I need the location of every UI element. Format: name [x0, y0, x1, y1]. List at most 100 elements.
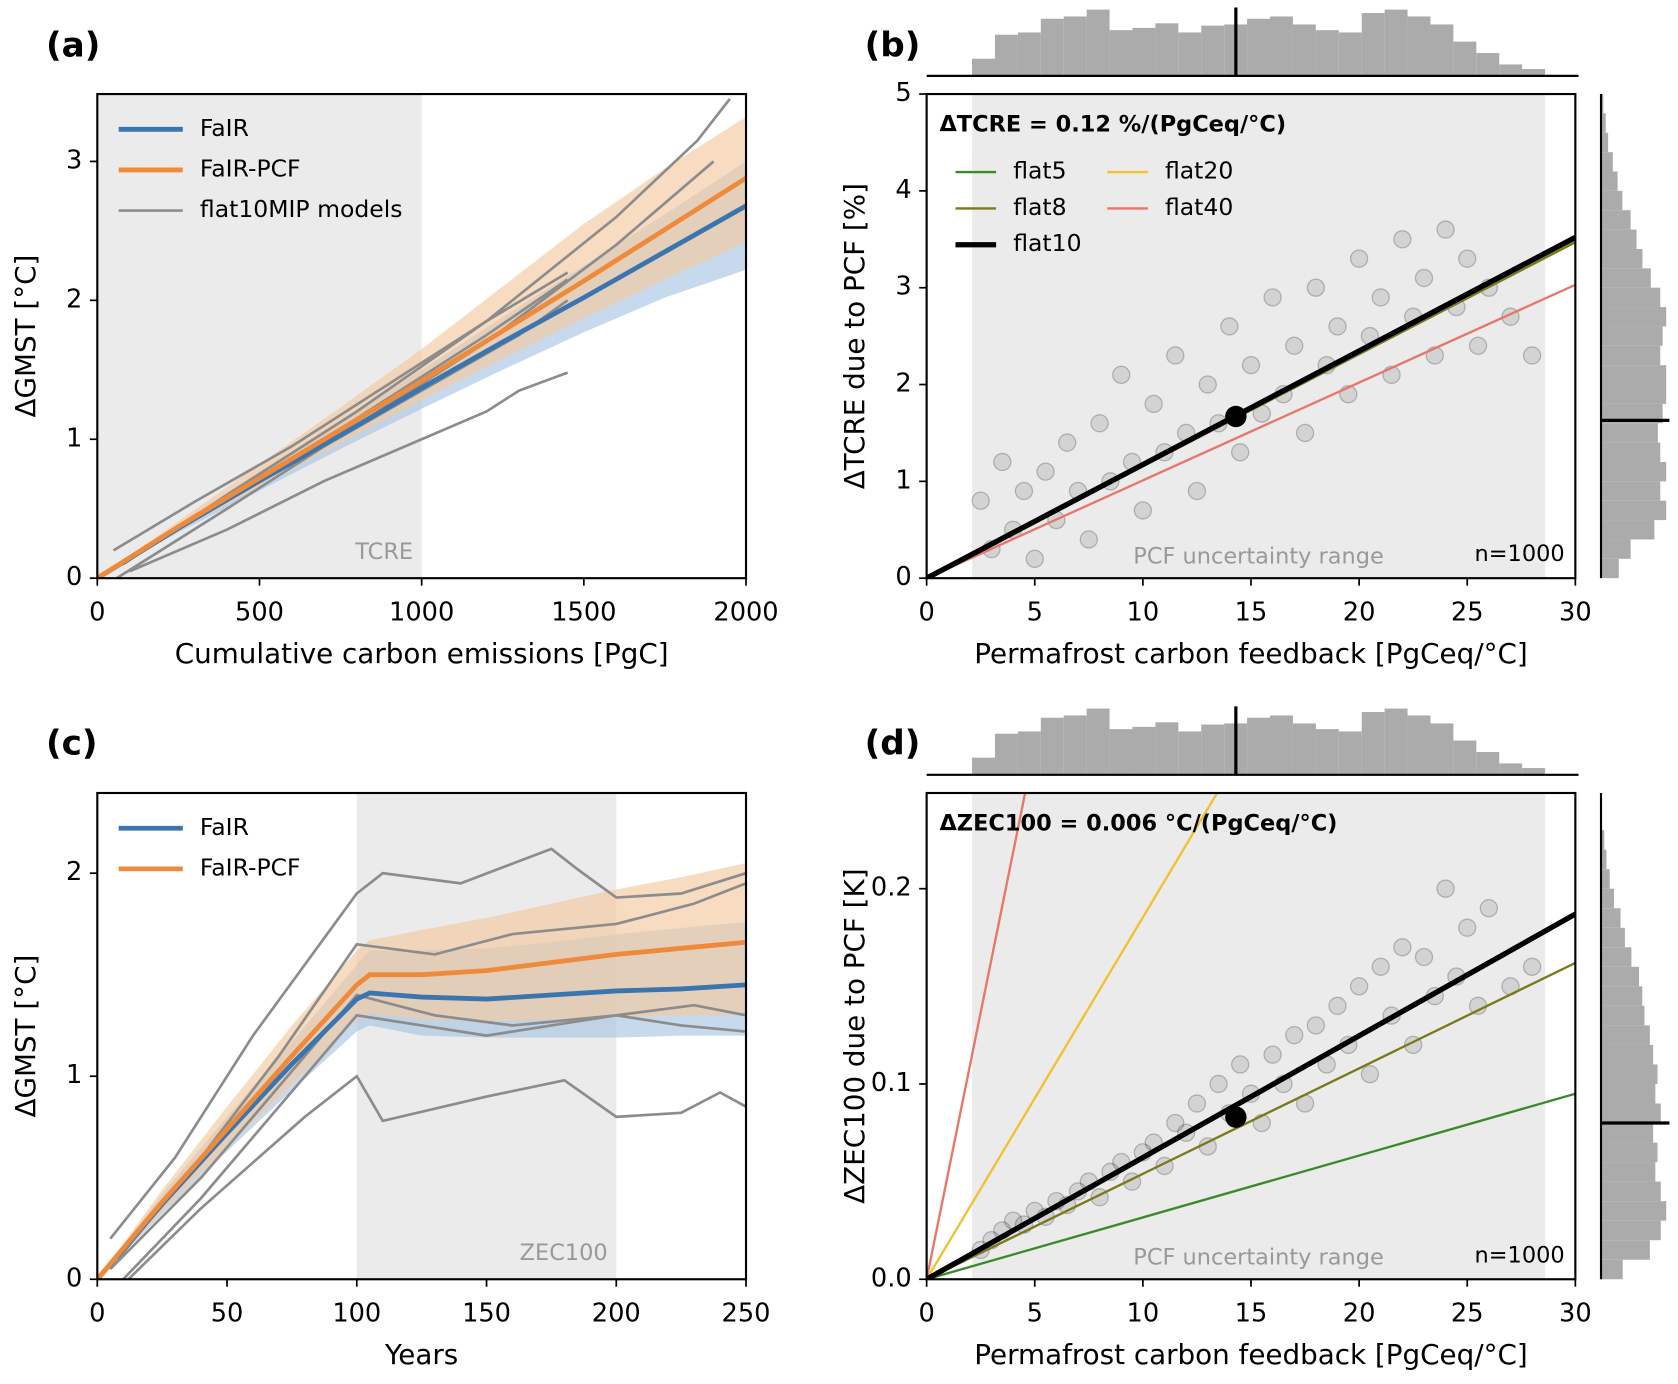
legend-label: flat10MIP models — [200, 195, 403, 223]
x-axis-label: Permafrost carbon feedback [PgCeq/°C] — [974, 637, 1527, 670]
histogram-bar — [1361, 711, 1385, 775]
sample-point — [1187, 1094, 1207, 1113]
histogram-bar — [1601, 152, 1613, 172]
legend-label: flat10 — [1013, 229, 1081, 257]
x-tick-label: 5 — [1027, 1299, 1043, 1329]
histogram-bar — [1601, 908, 1621, 928]
histogram-bar — [1270, 715, 1293, 775]
sample-point — [1468, 336, 1488, 355]
histogram-bar — [1407, 16, 1431, 76]
histogram-bar — [972, 58, 995, 76]
histogram-bar — [1601, 1064, 1658, 1084]
y-tick-label: 2 — [66, 284, 82, 314]
histogram-bar — [1522, 767, 1546, 775]
histogram-bar — [1499, 64, 1523, 76]
histogram-bar — [994, 733, 1018, 775]
histogram-bar — [1338, 731, 1362, 775]
histogram-bar — [1109, 729, 1133, 775]
regression-line — [926, 911, 1576, 1280]
sample-point — [1479, 899, 1499, 918]
x-tick-label: 200 — [592, 1299, 641, 1329]
sample-point — [1057, 433, 1077, 452]
histogram-bar — [1601, 830, 1605, 850]
y-tick-label: 1 — [895, 465, 911, 495]
annotation: ΔZEC100 = 0.006 °C/(PgCeq/°C) — [939, 810, 1337, 836]
histogram-bar — [1601, 210, 1631, 230]
legend-label: FaIR-PCF — [200, 154, 301, 182]
y-tick-label: 0.0 — [871, 1263, 912, 1293]
histogram-bar — [1132, 27, 1156, 76]
histogram-bar — [1601, 287, 1661, 308]
histogram-bar — [1601, 1103, 1661, 1124]
sample-point — [993, 452, 1012, 472]
shaded-range — [972, 94, 1546, 579]
histogram-bar — [1601, 403, 1663, 424]
sample-point — [1371, 288, 1390, 307]
histogram-bar — [1155, 722, 1179, 775]
plot-area — [926, 792, 1576, 1280]
histogram-bar — [1601, 539, 1631, 559]
histogram-bar — [1601, 365, 1667, 385]
x-tick-label: 0 — [89, 597, 105, 627]
model-line — [109, 993, 747, 1271]
y-axis-label: ΔTCRE due to PCF [%] — [838, 183, 871, 489]
shade-label: PCF uncertainty range — [1133, 543, 1384, 569]
sample-point — [1436, 220, 1455, 239]
histogram-bar — [1430, 723, 1454, 775]
sample-point — [1306, 278, 1326, 297]
x-tick-label: 30 — [1559, 597, 1592, 627]
histogram-bar — [1601, 268, 1651, 288]
histogram-bar — [1063, 715, 1087, 775]
histogram-bar — [1201, 724, 1225, 775]
y-tick-label: 0.2 — [871, 873, 912, 903]
sample-point — [1328, 317, 1347, 336]
y-tick-label: 2 — [895, 369, 911, 399]
sample-point — [1436, 879, 1455, 898]
histogram-bar — [1601, 1220, 1661, 1241]
mean-line — [97, 176, 747, 579]
histogram-bar — [1601, 520, 1655, 540]
histogram-bar — [1247, 18, 1271, 76]
histogram-bar — [1601, 326, 1663, 346]
histogram-bar — [1601, 1259, 1623, 1280]
y-axis-label: ΔZEC100 due to PCF [K] — [838, 868, 871, 1203]
histogram-bar — [1292, 24, 1316, 76]
x-tick-label: 20 — [1343, 1299, 1376, 1329]
sample-point — [971, 491, 990, 510]
sample-point — [1220, 317, 1239, 336]
sample-point — [1230, 443, 1250, 462]
uncertainty-band — [97, 116, 747, 579]
sample-point — [1014, 481, 1034, 501]
histogram-bar — [972, 757, 995, 775]
sample-point — [1090, 414, 1109, 433]
regression-line — [926, 234, 1576, 579]
legend-label: flat8 — [1013, 193, 1066, 221]
histogram-bar — [1601, 849, 1607, 870]
histogram-bar — [1601, 1083, 1656, 1104]
histogram-bar — [1601, 94, 1604, 114]
sample-point — [1468, 996, 1488, 1016]
histogram-bar — [1601, 1201, 1667, 1221]
histogram-bar — [1522, 69, 1546, 76]
model-line — [109, 847, 747, 1240]
histogram-bar — [1315, 30, 1339, 76]
plot-area — [926, 94, 1576, 579]
y-tick-label: 4 — [895, 175, 911, 205]
shade-label: PCF uncertainty range — [1133, 1244, 1384, 1270]
y-axis-label: ΔGMST [°C] — [9, 255, 42, 418]
histogram-bar — [1601, 345, 1661, 366]
median-marker — [1225, 405, 1247, 428]
histogram-bar — [1601, 113, 1606, 133]
x-tick-label: 10 — [1127, 1299, 1160, 1329]
histogram-bar — [1292, 723, 1316, 775]
histogram-bar — [1430, 24, 1454, 76]
x-axis-label: Cumulative carbon emissions [PgC] — [175, 637, 669, 670]
sample-point — [1393, 938, 1412, 957]
model-line — [122, 1013, 747, 1280]
histogram-bar — [1453, 740, 1477, 775]
histogram-bar — [1601, 423, 1658, 443]
sample-point — [1133, 501, 1153, 520]
y-axis-label: ΔGMST [°C] — [9, 955, 42, 1118]
x-tick-label: 50 — [211, 1299, 244, 1329]
sample-point — [1263, 288, 1282, 307]
